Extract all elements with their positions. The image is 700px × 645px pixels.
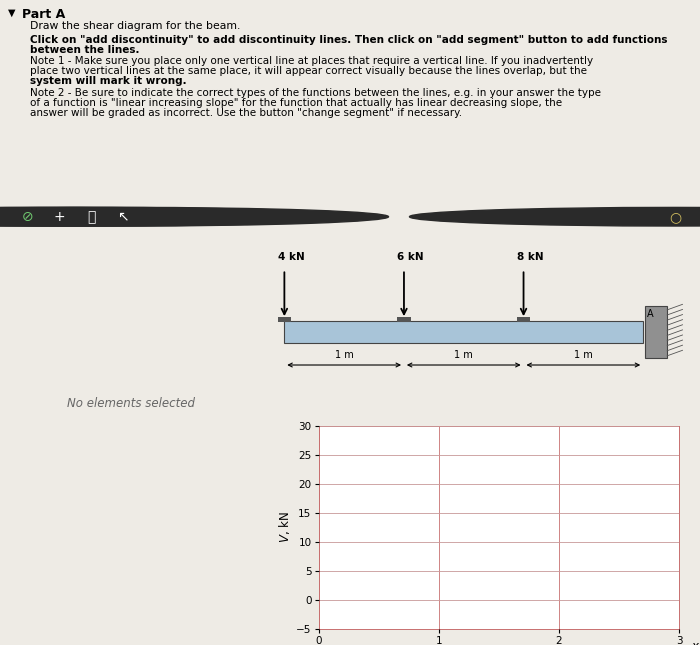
- Text: 1 m: 1 m: [335, 350, 354, 361]
- Bar: [284, 321, 643, 343]
- Text: place two vertical lines at the same place, it will appear correct visually beca: place two vertical lines at the same pla…: [30, 66, 587, 76]
- Text: A: A: [647, 309, 653, 319]
- Text: 6 kN: 6 kN: [398, 252, 424, 262]
- Text: ↖: ↖: [117, 210, 128, 224]
- Text: of a function is "linear increasing slope" for the function that actually has li: of a function is "linear increasing slop…: [30, 98, 562, 108]
- Text: between the lines.: between the lines.: [30, 45, 139, 55]
- Text: ⬜: ⬜: [87, 210, 95, 224]
- Text: Note 1 - Make sure you place only one vertical line at places that require a ver: Note 1 - Make sure you place only one ve…: [30, 56, 593, 66]
- Text: Part A: Part A: [22, 8, 65, 21]
- Circle shape: [410, 208, 700, 226]
- Bar: [645, 306, 667, 357]
- Circle shape: [0, 208, 326, 226]
- Text: +: +: [54, 210, 65, 224]
- Text: 8 kN: 8 kN: [517, 252, 544, 262]
- Y-axis label: $V$, kN: $V$, kN: [277, 511, 292, 543]
- Text: 4 kN: 4 kN: [278, 252, 304, 262]
- X-axis label: $x$, m: $x$, m: [691, 640, 700, 645]
- Text: 1 m: 1 m: [574, 350, 593, 361]
- Text: ○: ○: [669, 210, 682, 224]
- Text: Draw the shear diagram for the beam.: Draw the shear diagram for the beam.: [30, 21, 240, 31]
- Bar: [517, 317, 530, 322]
- Text: ⊘: ⊘: [22, 210, 34, 224]
- Text: Note 2 - Be sure to indicate the correct types of the functions between the line: Note 2 - Be sure to indicate the correct…: [30, 88, 601, 98]
- Text: No elements selected: No elements selected: [67, 397, 195, 410]
- Bar: [398, 317, 410, 322]
- Circle shape: [0, 208, 357, 226]
- Text: system will mark it wrong.: system will mark it wrong.: [30, 76, 187, 86]
- Text: ▼: ▼: [8, 8, 15, 18]
- Circle shape: [0, 208, 389, 226]
- Bar: [278, 317, 291, 322]
- Text: Click on "add discontinuity" to add discontinuity lines. Then click on "add segm: Click on "add discontinuity" to add disc…: [30, 35, 668, 45]
- Text: 1 m: 1 m: [454, 350, 473, 361]
- Circle shape: [0, 208, 294, 226]
- Text: answer will be graded as incorrect. Use the button "change segment" if necessary: answer will be graded as incorrect. Use …: [30, 108, 462, 118]
